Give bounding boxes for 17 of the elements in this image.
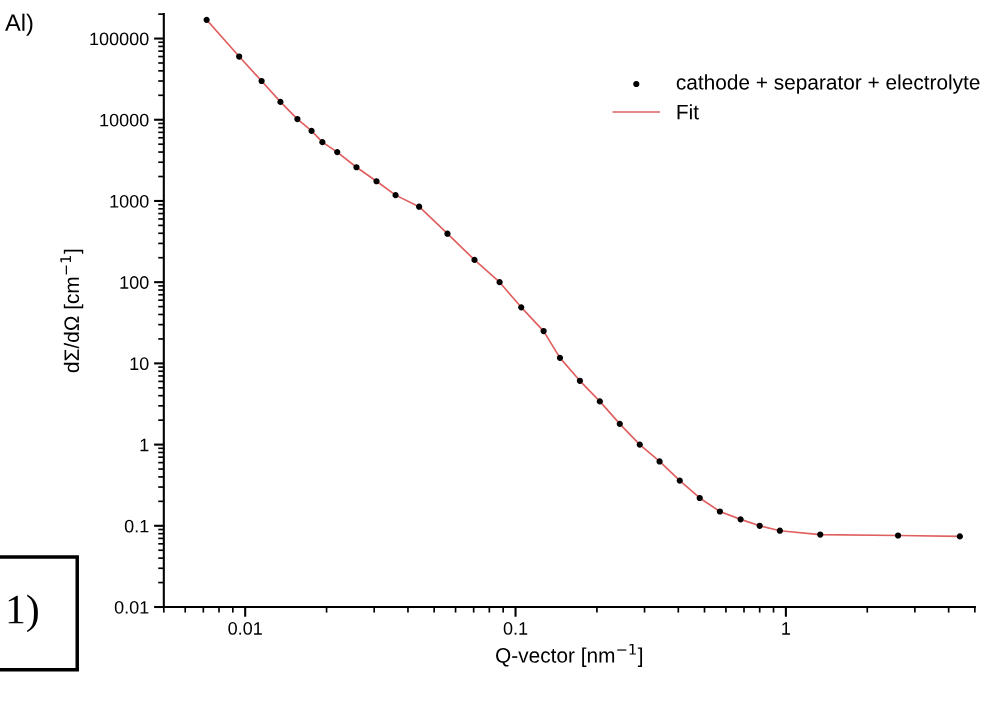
y-axis-title: dΣ/dΩ [cm$^{−1}$] xyxy=(60,249,84,373)
y-tick-label: 10 xyxy=(130,357,149,371)
x-tick-label: 1 xyxy=(782,622,791,635)
x-tick-label: 0.01 xyxy=(228,622,262,635)
x-axis-title: Q-vector [nm$^{−1}$] xyxy=(496,643,643,667)
x-tick-label: 0.1 xyxy=(503,622,528,635)
text: Al) xyxy=(5,13,33,36)
legend-label: Fit xyxy=(677,104,699,120)
text: 1) xyxy=(8,594,38,633)
legend-label: cathode + separator + electrolyte xyxy=(676,74,980,94)
y-tick-label: 10000 xyxy=(100,113,149,127)
y-tick-label: 0.1 xyxy=(124,519,149,533)
y-tick-label: 1 xyxy=(140,438,149,452)
y-tick-label: 100 xyxy=(120,276,149,289)
y-tick-label: 0.01 xyxy=(114,600,149,614)
y-tick-label: 100000 xyxy=(90,32,149,46)
y-tick-label: 1000 xyxy=(110,194,149,208)
